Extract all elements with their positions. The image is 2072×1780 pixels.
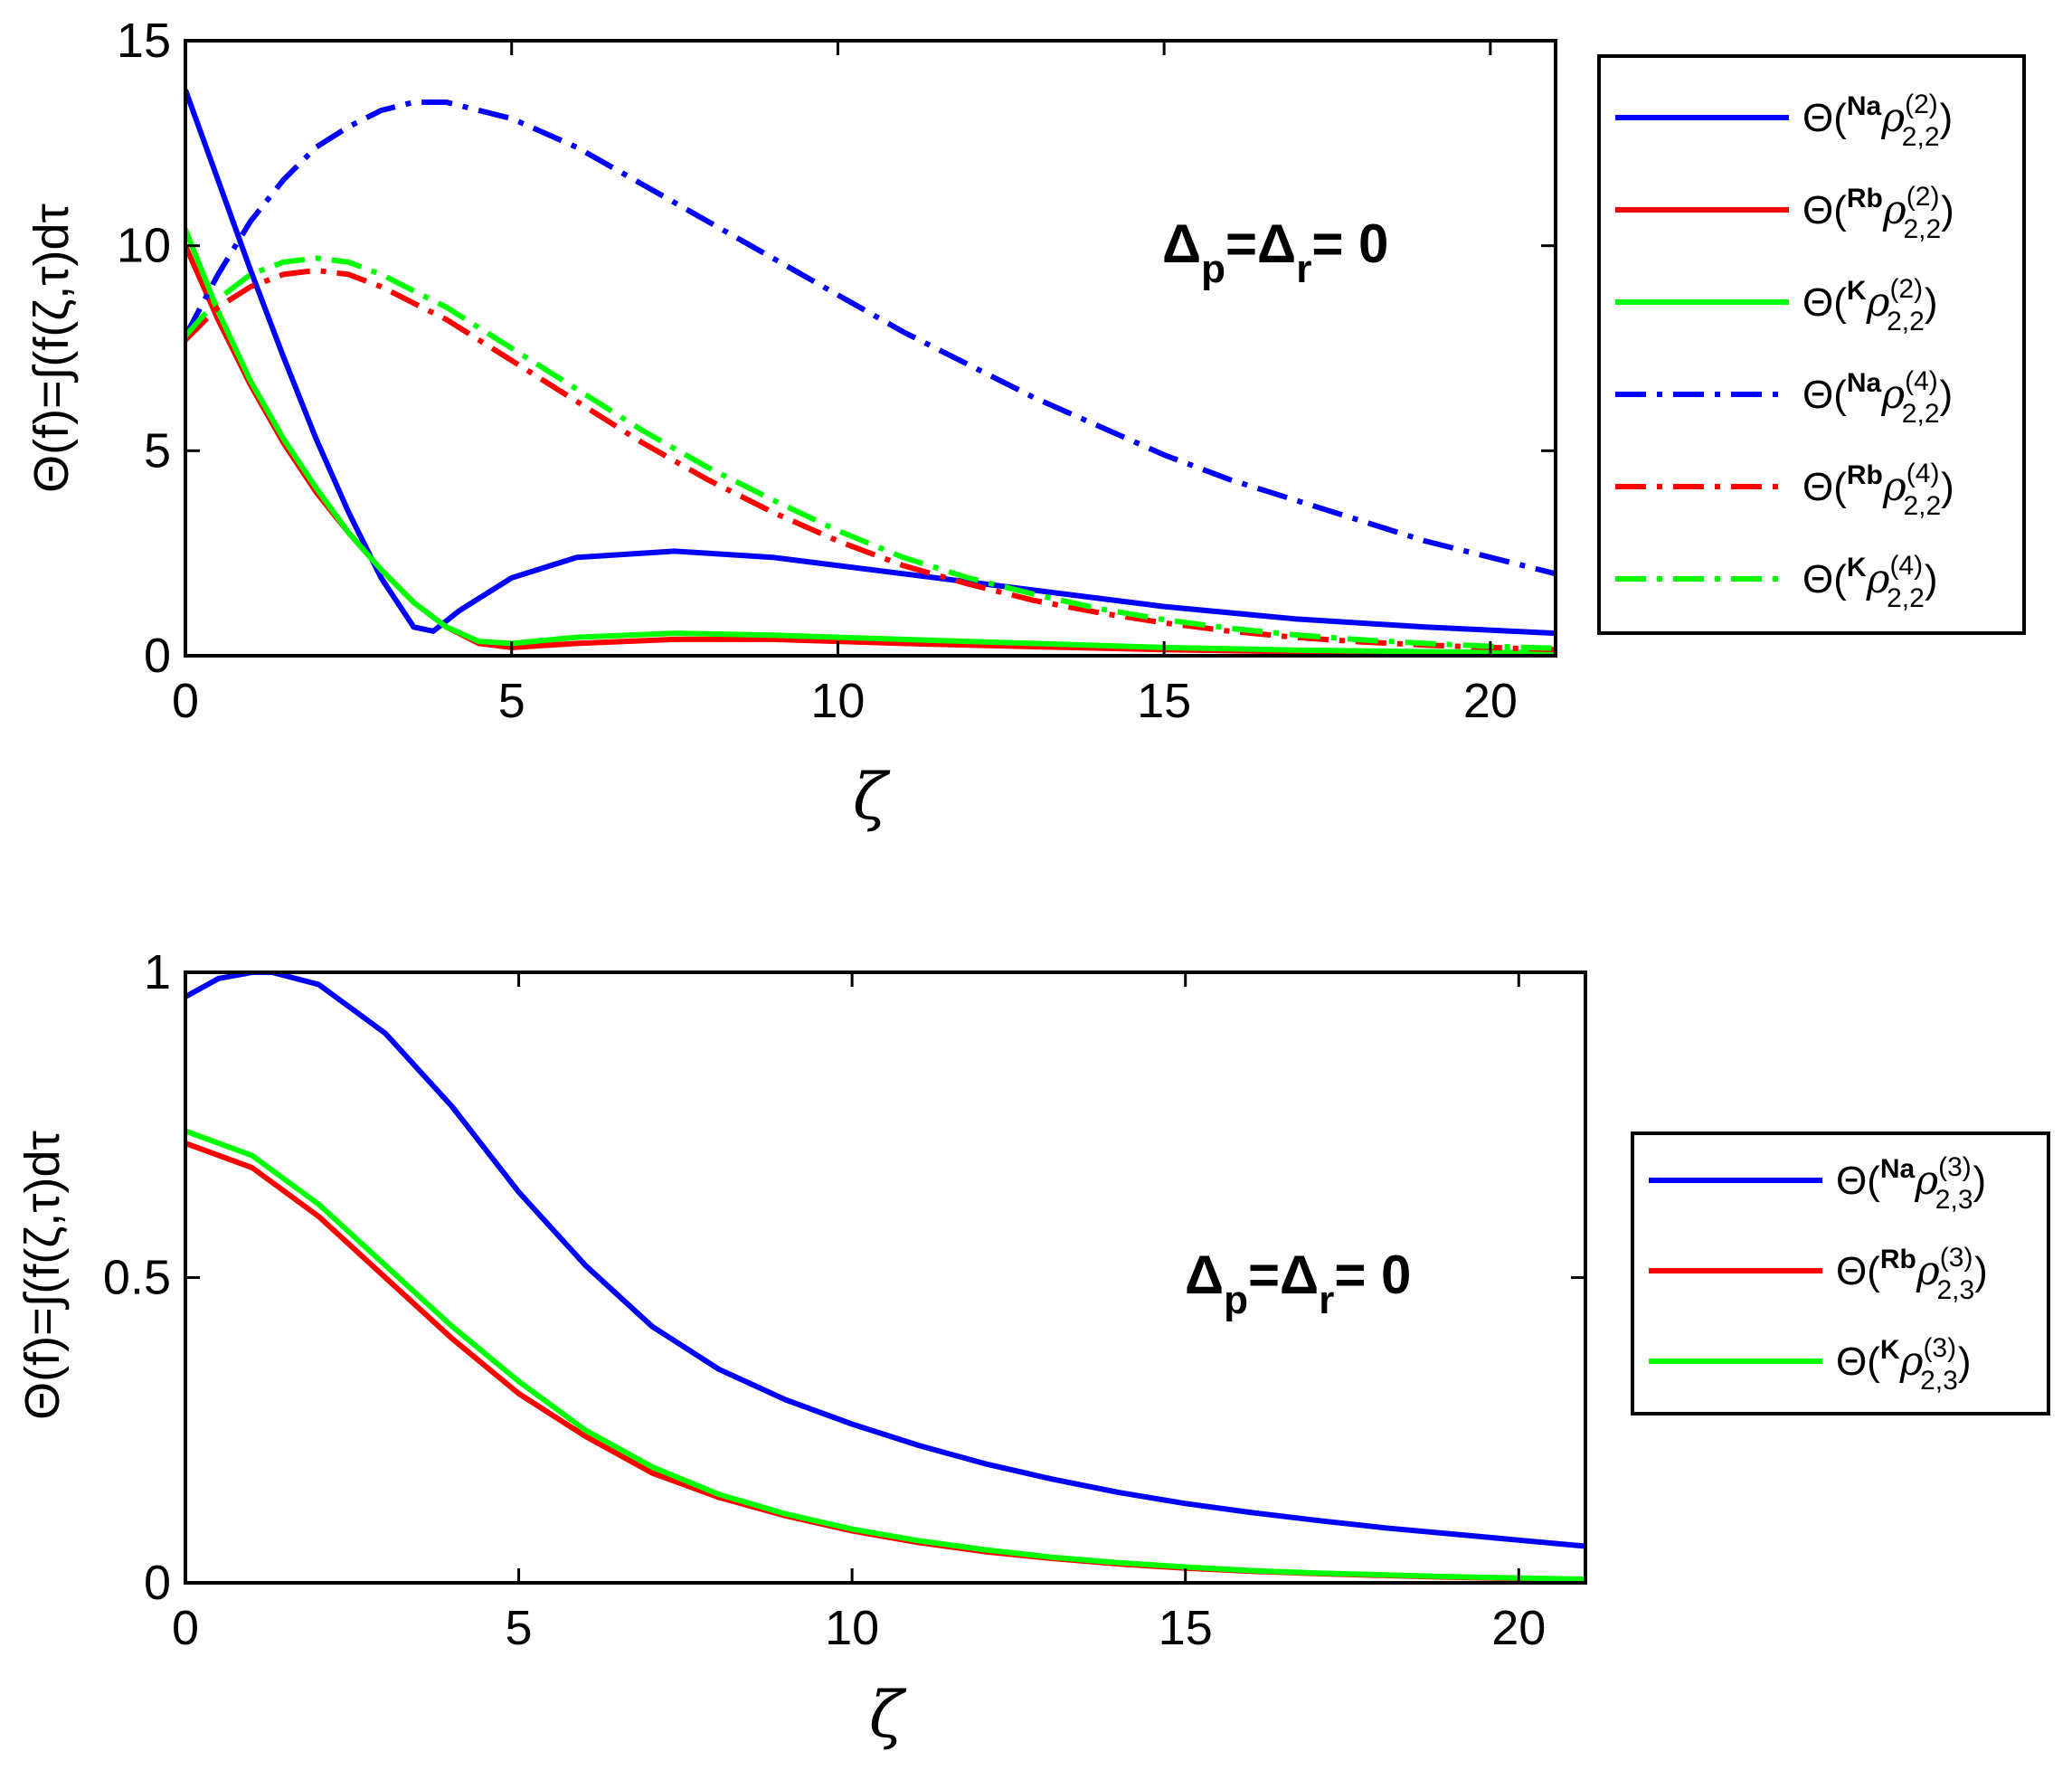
series-line-1 xyxy=(185,972,1585,1549)
x-tick-label: 5 xyxy=(506,1601,533,1655)
legend-entry-label: Θ(Naρ(2) 2,2) xyxy=(1802,90,1953,152)
legend-entry-label: Θ(Kρ(3) 2,3) xyxy=(1836,1333,1971,1396)
y-tick-label: 0 xyxy=(144,1556,171,1610)
y-tick-label: 10 xyxy=(117,219,171,273)
legend-entry-label: Θ(Rbρ(3) 2,3) xyxy=(1836,1243,1988,1305)
legend-entry-label: Θ(Kρ(4) 2,2) xyxy=(1802,551,1937,613)
chart-2: 0 5 10 15 20 0 0.5 1 Θ(f)=∫(f(ζ,τ)dτ ζ Δp=Δr= 0 Θ(N… xyxy=(15,945,2050,1752)
y-tick-label: 0.5 xyxy=(103,1251,171,1305)
y-axis-label: Θ(f)=∫(f(ζ,τ)dτ xyxy=(15,1131,70,1420)
x-axis-label: ζ xyxy=(869,1678,907,1752)
y-tick-label: 0 xyxy=(144,629,171,683)
legend-entry-label: Θ(Rbρ(4) 2,2) xyxy=(1802,459,1954,521)
x-tick-label: 5 xyxy=(498,674,525,728)
x-tick-label: 10 xyxy=(825,1601,879,1655)
legend-entry-label: Θ(Rbρ(2) 2,2) xyxy=(1802,182,1954,244)
x-tick-label: 15 xyxy=(1159,1601,1213,1655)
series-line-3 xyxy=(185,1128,1585,1582)
series-line-6 xyxy=(185,255,1556,651)
detuning-annotation: Δp=Δr= 0 xyxy=(1185,1245,1411,1322)
series-line-1 xyxy=(185,89,1556,637)
series-line-3 xyxy=(185,228,1556,656)
plot-frame xyxy=(184,39,1557,658)
y-tick-label: 1 xyxy=(144,945,171,999)
legend-entry-label: Θ(Naρ(4) 2,2) xyxy=(1802,366,1953,429)
x-tick-label: 0 xyxy=(172,674,199,728)
x-tick-label: 20 xyxy=(1463,674,1518,728)
series-line-2 xyxy=(185,1141,1585,1583)
x-tick-label: 10 xyxy=(810,674,865,728)
x-tick-label: 15 xyxy=(1137,674,1191,728)
chart-1: 0 5 10 15 20 0 5 10 15 Θ(f)=∫(f(ζ,τ)dτ ζ Δp=Δr= 0 Θ(… xyxy=(24,14,2026,834)
y-tick-label: 5 xyxy=(144,423,171,478)
x-tick-label: 0 xyxy=(172,1601,199,1655)
legend-box xyxy=(1597,54,2026,635)
x-tick-label: 20 xyxy=(1491,1601,1546,1655)
y-axis-label: Θ(f)=∫(f(ζ,τ)dτ xyxy=(24,204,79,493)
legend-entry-label: Θ(Kρ(2) 2,2) xyxy=(1802,274,1937,336)
series-line-4 xyxy=(185,99,1556,577)
x-axis-label: ζ xyxy=(853,760,891,834)
legend-entry-label: Θ(Naρ(3) 2,3) xyxy=(1836,1152,1986,1215)
detuning-annotation: Δp=Δr= 0 xyxy=(1162,213,1388,291)
y-tick-label: 15 xyxy=(117,14,171,68)
